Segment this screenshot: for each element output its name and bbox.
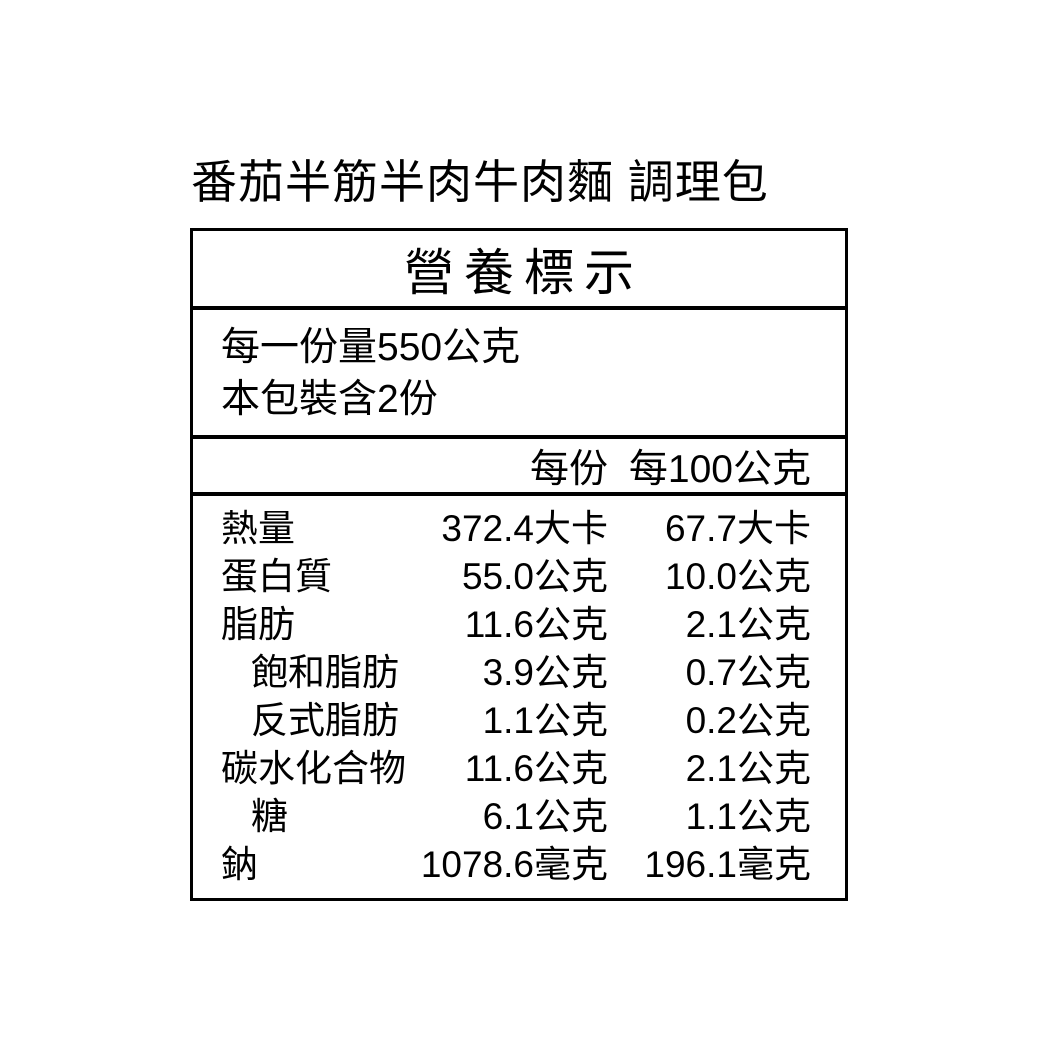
nutrition-facts-box: 營養標示 每一份量550公克 本包裝含2份 每份 每100公克 熱量 372.4… bbox=[190, 228, 848, 901]
column-header-row: 每份 每100公克 bbox=[193, 439, 845, 496]
column-header-per-serving: 每份 bbox=[529, 447, 608, 491]
servings-per-pack-line: 本包裝含2份 bbox=[221, 378, 438, 421]
nutrient-per-serving: 11.6公克 bbox=[464, 604, 608, 645]
nutrient-name: 脂肪 bbox=[221, 604, 295, 645]
table-row-sodium: 鈉 1078.6毫克 196.1毫克 bbox=[193, 837, 845, 885]
nutrient-per-serving: 372.4大卡 bbox=[441, 508, 608, 549]
nutrient-name: 碳水化合物 bbox=[221, 748, 406, 789]
nutrient-per-serving: 1078.6毫克 bbox=[420, 844, 608, 885]
nutrient-name: 蛋白質 bbox=[221, 556, 332, 597]
nutrient-per-100g: 196.1毫克 bbox=[644, 844, 811, 885]
nutrient-name: 鈉 bbox=[221, 844, 258, 885]
table-row-carbohydrate: 碳水化合物 11.6公克 2.1公克 bbox=[193, 741, 845, 789]
table-row-calories: 熱量 372.4大卡 67.7大卡 bbox=[193, 501, 845, 549]
nutrient-name: 熱量 bbox=[221, 508, 295, 549]
nutrient-rows-section: 熱量 372.4大卡 67.7大卡 蛋白質 55.0公克 10.0公克 脂肪 1… bbox=[193, 496, 845, 885]
serving-size-line: 每一份量550公克 bbox=[221, 326, 521, 369]
nutrient-per-100g: 0.2公克 bbox=[685, 700, 811, 741]
nutrient-per-serving: 6.1公克 bbox=[482, 796, 608, 837]
nutrient-per-100g: 1.1公克 bbox=[685, 796, 811, 837]
nutrient-per-100g: 2.1公克 bbox=[685, 748, 811, 789]
nutrient-per-serving: 11.6公克 bbox=[464, 748, 608, 789]
nutrient-per-100g: 67.7大卡 bbox=[664, 508, 811, 549]
table-row-protein: 蛋白質 55.0公克 10.0公克 bbox=[193, 549, 845, 597]
nutrient-name: 飽和脂肪 bbox=[251, 652, 399, 693]
nutrient-per-serving: 55.0公克 bbox=[461, 556, 608, 597]
nutrient-per-serving: 1.1公克 bbox=[482, 700, 608, 741]
serving-info-section: 每一份量550公克 本包裝含2份 bbox=[193, 310, 845, 439]
table-row-trans-fat: 反式脂肪 1.1公克 0.2公克 bbox=[193, 693, 845, 741]
nutrient-per-100g: 0.7公克 bbox=[685, 652, 811, 693]
nutrient-name: 糖 bbox=[251, 796, 288, 837]
column-header-per-100g: 每100公克 bbox=[628, 447, 811, 491]
product-title: 番茄半筋半肉牛肉麵 調理包 bbox=[191, 156, 769, 208]
nutrition-facts-heading: 營養標示 bbox=[193, 231, 845, 310]
nutrient-name: 反式脂肪 bbox=[251, 700, 399, 741]
table-row-saturated-fat: 飽和脂肪 3.9公克 0.7公克 bbox=[193, 645, 845, 693]
nutrient-per-serving: 3.9公克 bbox=[482, 652, 608, 693]
table-row-fat: 脂肪 11.6公克 2.1公克 bbox=[193, 597, 845, 645]
nutrient-per-100g: 2.1公克 bbox=[685, 604, 811, 645]
table-row-sugar: 糖 6.1公克 1.1公克 bbox=[193, 789, 845, 837]
nutrient-per-100g: 10.0公克 bbox=[664, 556, 811, 597]
